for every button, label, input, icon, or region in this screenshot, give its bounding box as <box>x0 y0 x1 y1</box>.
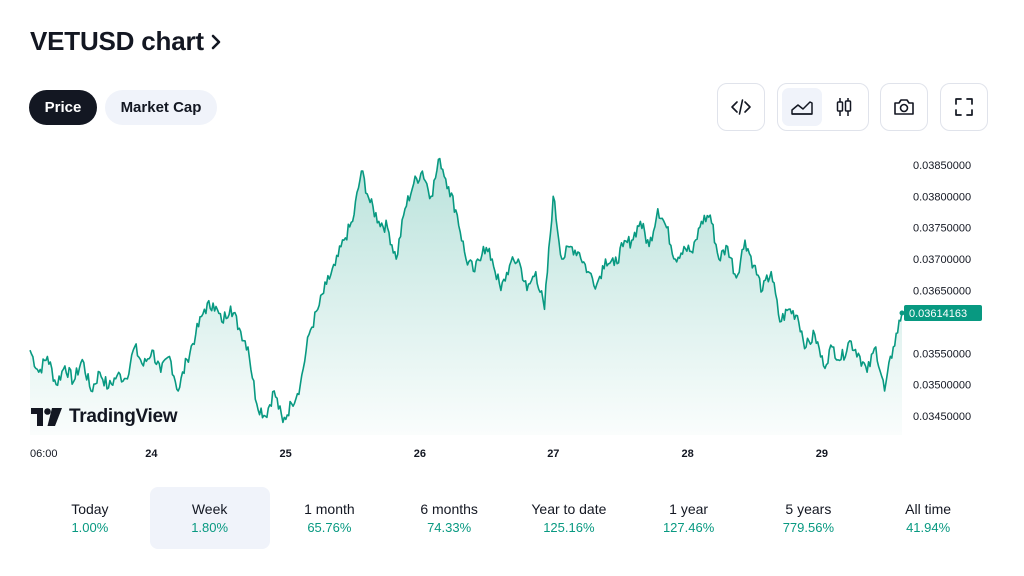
snapshot-button[interactable] <box>880 83 928 131</box>
period-label: 5 years <box>785 501 832 517</box>
period-today[interactable]: Today 1.00% <box>30 487 150 549</box>
chart-style-switcher <box>777 83 869 131</box>
period-1-month[interactable]: 1 month 65.76% <box>270 487 390 549</box>
price-line <box>29 157 903 424</box>
market-cap-tab[interactable]: Market Cap <box>105 90 217 125</box>
x-tick-label: 25 <box>279 448 291 460</box>
period-label: Week <box>191 501 228 517</box>
period-change: 1.80% <box>191 520 229 535</box>
price-chart[interactable]: 0.03850000 0.03800000 0.03750000 0.03700000… <box>0 140 1024 470</box>
y-tick-label: 0.03650000 <box>913 286 971 298</box>
period-label: 1 month <box>304 501 355 517</box>
period-6-months[interactable]: 6 months 74.33% <box>389 487 509 549</box>
y-tick-label: 0.03800000 <box>913 191 971 203</box>
period-selector: Today 1.00% Week 1.80% 1 month 65.76% 6 months… <box>30 487 988 549</box>
tradingview-logo-icon <box>31 408 62 426</box>
area-chart-icon <box>791 101 813 115</box>
period-change: 127.46% <box>662 520 715 535</box>
period-label: 6 months <box>420 501 478 517</box>
period-change: 41.94% <box>906 520 951 535</box>
candlestick-icon <box>836 98 852 116</box>
y-axis: 0.03850000 0.03800000 0.03750000 0.03700000… <box>913 160 971 423</box>
embed-button[interactable] <box>717 83 765 131</box>
period-change: 125.16% <box>543 520 595 535</box>
last-value-label: 0.03614163 <box>909 308 967 320</box>
period-label: Year to date <box>531 501 607 517</box>
y-tick-label: 0.03500000 <box>913 380 971 392</box>
x-tick-label: 29 <box>816 448 828 460</box>
fullscreen-icon <box>955 98 973 116</box>
period-week[interactable]: Week 1.80% <box>149 487 270 549</box>
area-style-button[interactable] <box>782 88 822 126</box>
x-tick-label: 28 <box>681 448 693 460</box>
period-label: 1 year <box>669 501 709 517</box>
fullscreen-button[interactable] <box>940 83 988 131</box>
x-axis: 06:00 24 25 26 27 28 29 <box>30 448 828 460</box>
y-tick-label: 0.03750000 <box>913 223 971 235</box>
camera-icon <box>894 99 914 115</box>
period-all-time[interactable]: All time 41.94% <box>868 487 988 549</box>
x-tick-label: 24 <box>145 448 158 460</box>
period-5-years[interactable]: 5 years 779.56% <box>749 487 869 549</box>
last-value-dot <box>899 310 905 316</box>
chevron-right-icon <box>210 34 222 50</box>
embed-code-icon <box>731 99 751 115</box>
period-label: Today <box>71 501 109 517</box>
period-change: 65.76% <box>307 520 352 535</box>
price-tab[interactable]: Price <box>29 90 97 125</box>
x-tick-label: 26 <box>414 448 426 460</box>
period-change: 1.00% <box>71 520 109 535</box>
y-tick-label: 0.03700000 <box>913 254 971 266</box>
period-1-year[interactable]: 1 year 127.46% <box>629 487 749 549</box>
watermark-text: TradingView <box>69 406 178 427</box>
last-value-marker: 0.03614163 <box>899 305 982 322</box>
y-tick-label: 0.03550000 <box>913 348 971 360</box>
x-tick-label: 27 <box>547 448 559 460</box>
last-value-badge <box>904 305 982 322</box>
candles-style-button[interactable] <box>824 88 864 126</box>
period-change: 74.33% <box>427 520 472 535</box>
chart-title-link[interactable]: VETUSD chart <box>30 26 222 57</box>
x-tick-label: 06:00 <box>30 448 58 460</box>
period-year-to-date[interactable]: Year to date 125.16% <box>509 487 629 549</box>
tradingview-watermark: TradingView <box>31 406 178 428</box>
page-title: VETUSD chart <box>30 26 204 56</box>
y-tick-label: 0.03450000 <box>913 411 971 423</box>
y-tick-label: 0.03850000 <box>913 160 971 172</box>
period-change: 779.56% <box>782 520 835 535</box>
price-area-fill <box>30 158 902 435</box>
period-label: All time <box>905 501 952 517</box>
